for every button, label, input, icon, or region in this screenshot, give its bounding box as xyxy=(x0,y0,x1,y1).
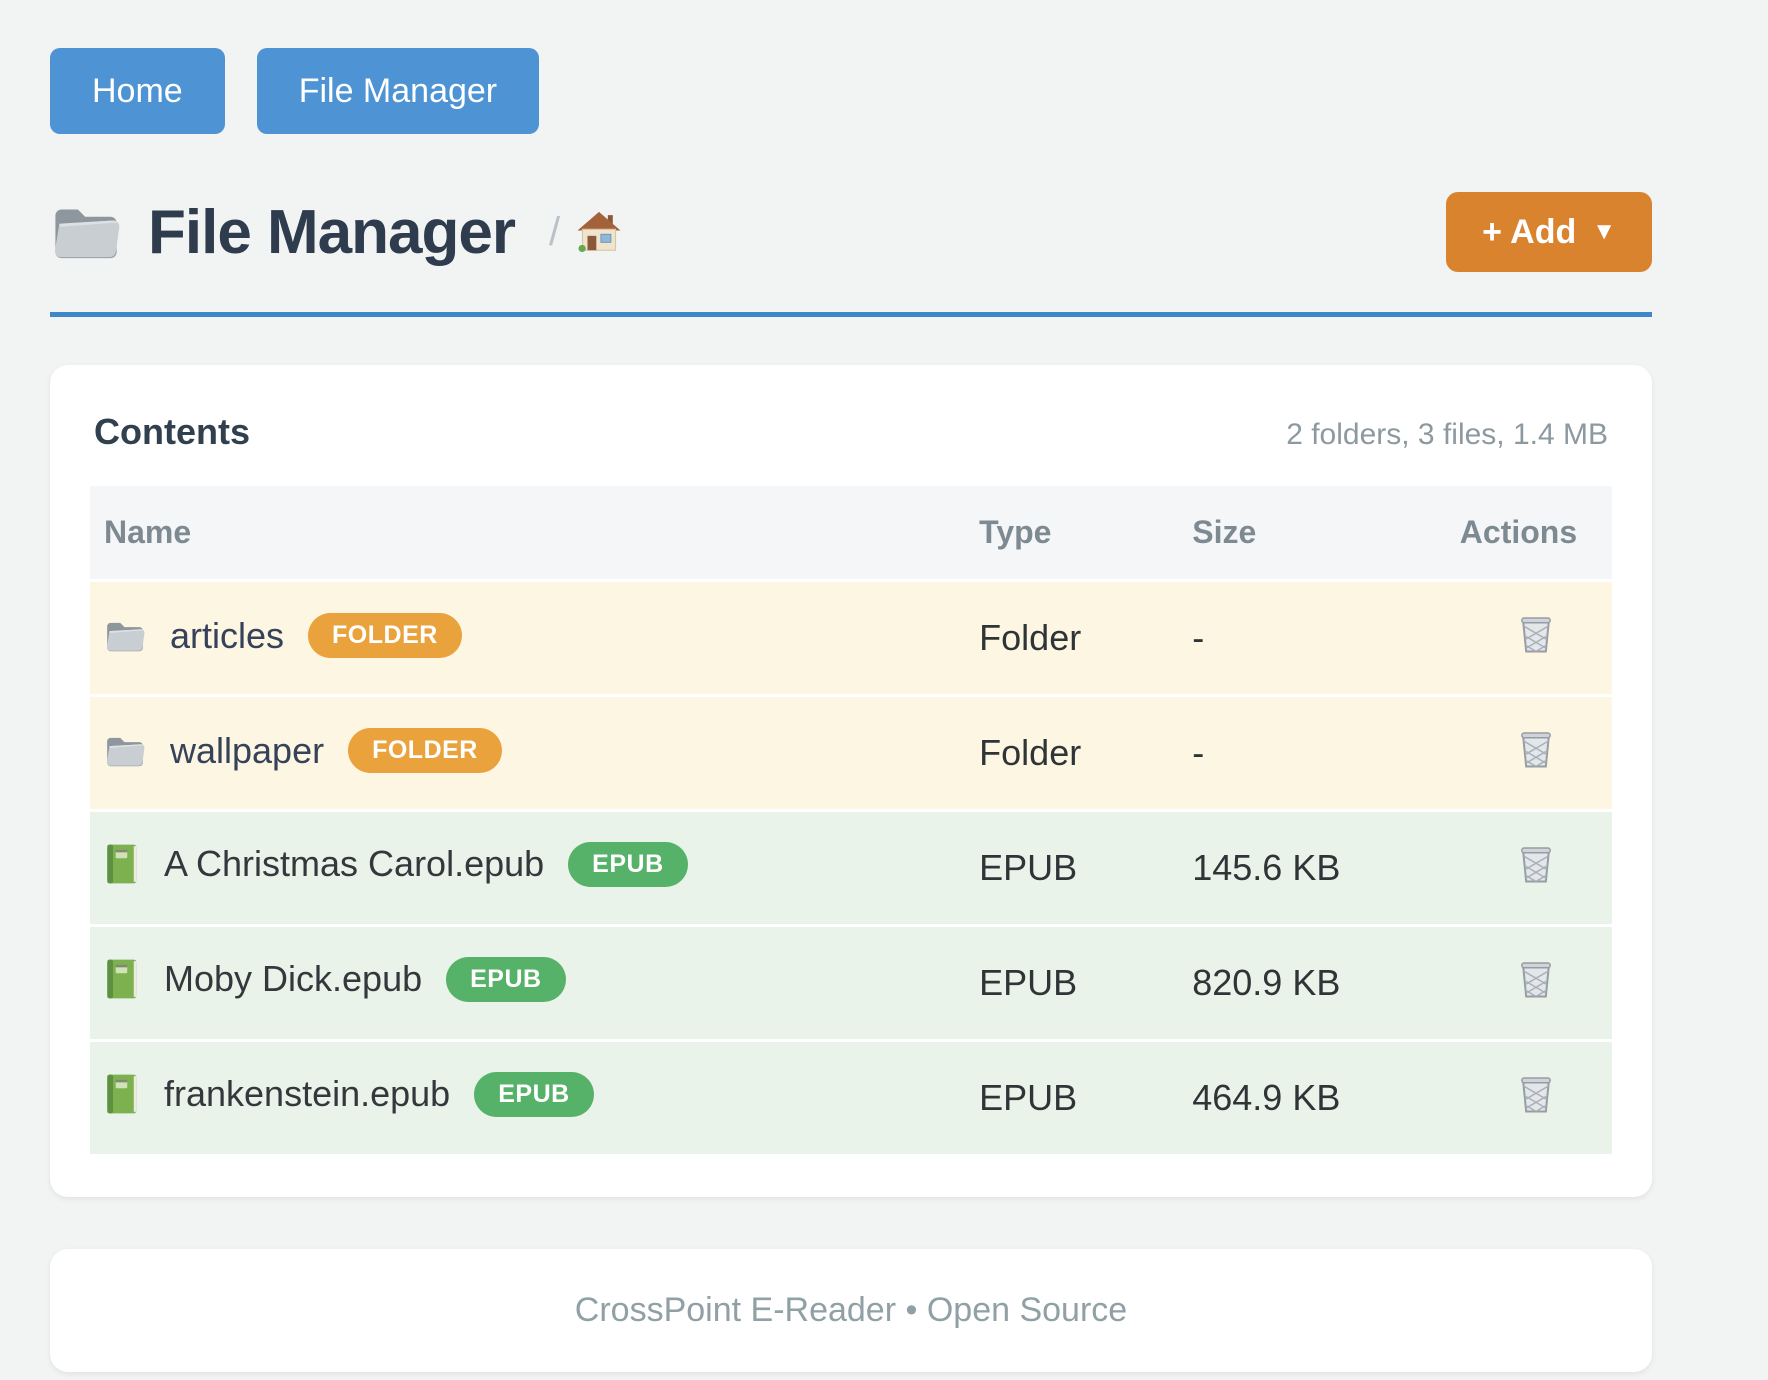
column-header-actions: Actions xyxy=(1459,486,1612,579)
contents-card: Contents 2 folders, 3 files, 1.4 MB Name… xyxy=(50,365,1652,1197)
delete-button[interactable] xyxy=(1516,727,1556,771)
footer-text: CrossPoint E-Reader • Open Source xyxy=(574,1291,1128,1329)
type-cell: EPUB xyxy=(965,927,1179,1039)
size-cell: 145.6 KB xyxy=(1178,812,1460,924)
file-name-link[interactable]: Moby Dick.epub EPUB xyxy=(104,956,566,1002)
table-row: A Christmas Carol.epub EPUB EPUB 145.6 K… xyxy=(90,812,1612,924)
column-header-size: Size xyxy=(1178,486,1460,579)
size-cell: 464.9 KB xyxy=(1178,1042,1460,1154)
breadcrumb-separator: / xyxy=(549,209,561,254)
footer-card: CrossPoint E-Reader • Open Source xyxy=(50,1249,1652,1372)
size-cell: - xyxy=(1178,582,1460,694)
type-badge: EPUB xyxy=(446,956,566,1002)
file-name: wallpaper xyxy=(170,729,325,771)
column-header-name: Name xyxy=(90,486,966,579)
book-icon xyxy=(104,843,140,885)
type-cell: Folder xyxy=(965,697,1179,809)
chevron-down-icon: ▼ xyxy=(1592,218,1616,245)
size-cell: 820.9 KB xyxy=(1178,927,1460,1039)
contents-heading: Contents xyxy=(94,411,250,452)
contents-card-header: Contents 2 folders, 3 files, 1.4 MB xyxy=(90,405,1612,483)
table-row: wallpaper FOLDER Folder - xyxy=(90,697,1612,809)
type-badge: FOLDER xyxy=(308,613,462,659)
file-table-body: articles FOLDER Folder - xyxy=(90,582,1612,1154)
type-badge: FOLDER xyxy=(348,728,502,774)
file-table: Name Type Size Actions articles FOLDER F… xyxy=(90,483,1612,1157)
breadcrumb: / xyxy=(549,209,622,255)
page-header: File Manager / + Add ▼ xyxy=(50,192,1652,272)
page: Home File Manager File Manager / xyxy=(50,0,1652,1372)
nav-button-home[interactable]: Home xyxy=(50,48,225,134)
title-divider xyxy=(50,312,1652,317)
folder-icon xyxy=(50,201,122,263)
file-name: A Christmas Carol.epub xyxy=(164,843,545,885)
table-row: frankenstein.epub EPUB EPUB 464.9 KB xyxy=(90,1042,1612,1154)
folder-icon xyxy=(104,733,146,769)
nav-button-file-manager[interactable]: File Manager xyxy=(256,48,540,134)
file-name-link[interactable]: frankenstein.epub EPUB xyxy=(104,1071,594,1117)
folder-icon xyxy=(104,618,146,654)
column-header-type: Type xyxy=(965,486,1179,579)
type-cell: EPUB xyxy=(965,812,1179,924)
size-cell: - xyxy=(1178,697,1460,809)
type-cell: Folder xyxy=(965,582,1179,694)
type-badge: EPUB xyxy=(568,841,688,887)
file-name-link[interactable]: wallpaper FOLDER xyxy=(104,728,502,774)
table-row: Moby Dick.epub EPUB EPUB 820.9 KB xyxy=(90,927,1612,1039)
add-button-label: + Add xyxy=(1482,213,1577,251)
table-header-row: Name Type Size Actions xyxy=(90,486,1612,579)
contents-summary: 2 folders, 3 files, 1.4 MB xyxy=(1286,418,1608,451)
file-name: Moby Dick.epub xyxy=(164,958,423,1000)
delete-button[interactable] xyxy=(1516,612,1556,656)
book-icon xyxy=(104,958,140,1000)
delete-button[interactable] xyxy=(1516,1072,1556,1116)
add-button[interactable]: + Add ▼ xyxy=(1446,192,1652,272)
type-cell: EPUB xyxy=(965,1042,1179,1154)
file-name-link[interactable]: articles FOLDER xyxy=(104,613,462,659)
book-icon xyxy=(104,1073,140,1115)
type-badge: EPUB xyxy=(474,1071,594,1117)
delete-button[interactable] xyxy=(1516,842,1556,886)
file-name: frankenstein.epub xyxy=(164,1073,451,1115)
table-row: articles FOLDER Folder - xyxy=(90,582,1612,694)
file-name: articles xyxy=(170,614,285,656)
home-icon[interactable] xyxy=(576,209,622,255)
delete-button[interactable] xyxy=(1516,957,1556,1001)
file-name-link[interactable]: A Christmas Carol.epub EPUB xyxy=(104,841,688,887)
top-nav: Home File Manager xyxy=(50,0,1652,134)
page-title: File Manager xyxy=(148,197,516,267)
